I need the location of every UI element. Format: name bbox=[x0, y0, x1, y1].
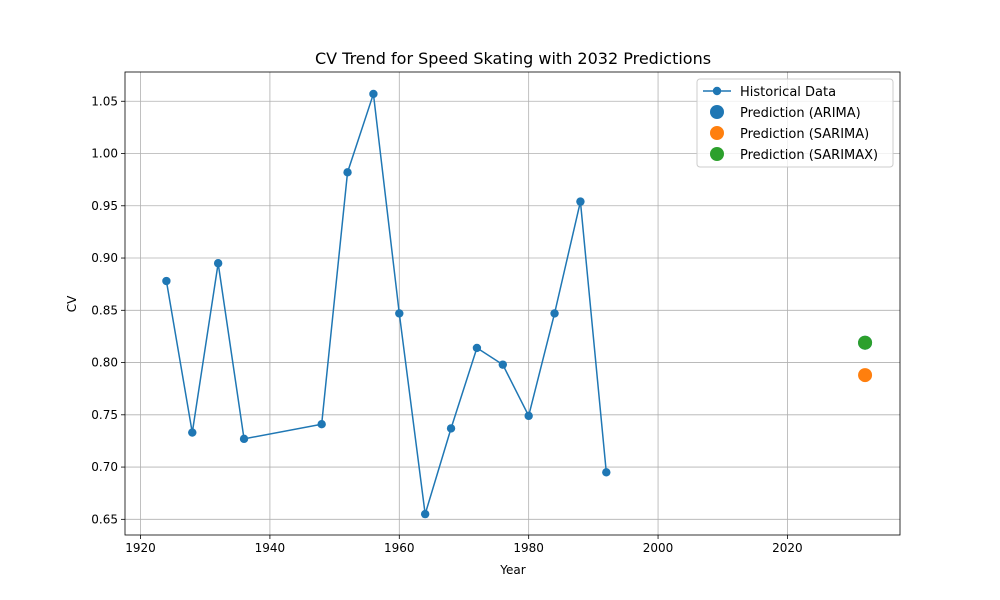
historical-data-point bbox=[602, 468, 611, 477]
legend-label-prediction-arima: Prediction (ARIMA) bbox=[740, 106, 861, 121]
y-tick-label: 0.95 bbox=[91, 199, 118, 213]
y-tick-label: 0.80 bbox=[91, 356, 118, 370]
legend-swatch-marker bbox=[712, 86, 722, 96]
x-tick-label: 1980 bbox=[513, 541, 544, 555]
chart-title: CV Trend for Speed Skating with 2032 Pre… bbox=[315, 49, 711, 68]
historical-data-point bbox=[576, 197, 585, 206]
y-tick-label: 0.85 bbox=[91, 303, 118, 317]
legend-swatch-prediction-sarimax bbox=[710, 147, 724, 161]
x-axis-ticks: 1920 1940 1960 1980 2000 2020 bbox=[125, 535, 803, 555]
historical-data-point bbox=[446, 424, 456, 433]
x-tick-label: 2000 bbox=[643, 541, 674, 555]
legend: Historical Data Prediction (ARIMA) Predict… bbox=[696, 78, 894, 168]
historical-data-point bbox=[550, 309, 559, 318]
legend-label-prediction-sarimax: Prediction (SARIMAX) bbox=[740, 148, 878, 163]
legend-box bbox=[696, 78, 894, 168]
historical-data-point bbox=[162, 276, 171, 286]
prediction-sarima-point bbox=[858, 368, 873, 383]
x-tick-label: 1960 bbox=[384, 541, 415, 555]
y-tick-label: 0.65 bbox=[91, 512, 118, 526]
historical-data-point bbox=[239, 434, 249, 444]
y-tick-label: 0.75 bbox=[91, 408, 118, 422]
historical-data-point bbox=[472, 343, 482, 353]
y-tick-label: 0.90 bbox=[91, 251, 118, 265]
plot-data bbox=[162, 89, 873, 519]
y-tick-label: 1.05 bbox=[91, 94, 118, 108]
x-axis-label: Year bbox=[499, 563, 525, 577]
historical-data-point bbox=[317, 420, 326, 429]
historical-data-point bbox=[395, 309, 404, 318]
legend-swatch-prediction-sarima bbox=[710, 126, 724, 140]
prediction-sarimax-point bbox=[858, 335, 873, 350]
historical-data-point bbox=[524, 411, 533, 421]
historical-data-point bbox=[213, 259, 223, 268]
historical-data-point bbox=[188, 428, 197, 437]
x-tick-label: 1940 bbox=[255, 541, 286, 555]
plot-area-frame bbox=[124, 71, 901, 536]
historical-data-point bbox=[420, 509, 430, 519]
legend-swatch-prediction-arima bbox=[710, 105, 724, 119]
historical-data-line bbox=[165, 93, 608, 515]
y-tick-label: 1.00 bbox=[91, 147, 118, 161]
x-tick-label: 2020 bbox=[772, 541, 803, 555]
historical-data-point bbox=[343, 168, 352, 177]
y-axis-label: CV bbox=[65, 295, 79, 312]
y-tick-label: 0.70 bbox=[91, 460, 118, 474]
x-tick-label: 1920 bbox=[125, 541, 156, 555]
historical-data-point bbox=[498, 360, 507, 369]
historical-data-point bbox=[369, 89, 378, 99]
y-axis-ticks: 0.65 0.70 0.75 0.80 0.85 0.90 0.95 1.00 1.05 bbox=[91, 94, 125, 526]
legend-label-prediction-sarima: Prediction (SARIMA) bbox=[740, 127, 869, 142]
legend-label-historical-data: Historical Data bbox=[740, 85, 836, 100]
